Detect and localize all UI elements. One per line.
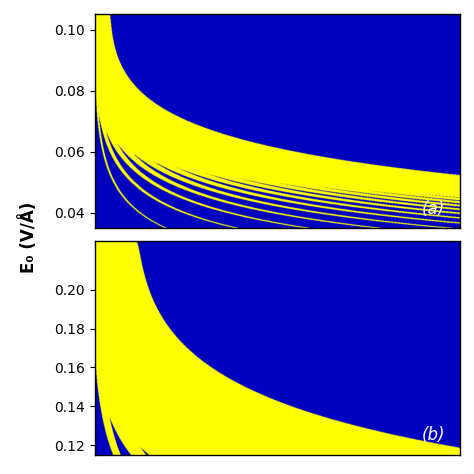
Text: (b): (b) (422, 426, 445, 444)
Text: E₀ (V/Å): E₀ (V/Å) (19, 201, 38, 273)
Text: (a): (a) (422, 200, 445, 218)
